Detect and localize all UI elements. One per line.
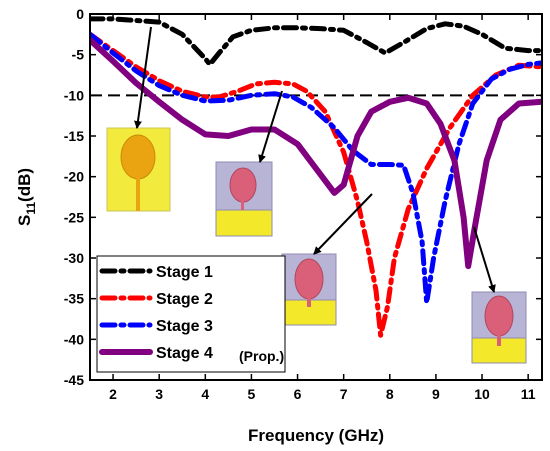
legend: Stage 1 Stage 2 Stage 3 Stage 4 (Prop.) (96, 255, 286, 373)
x-tick-label: 6 (294, 386, 302, 402)
antenna-inset-stage-1 (106, 127, 171, 212)
arrow-stage-3 (313, 193, 373, 255)
x-tick-label: 7 (340, 386, 348, 402)
y-axis-title-unit: (dB) (15, 168, 34, 202)
y-tick-label: -25 (64, 209, 84, 225)
series-layer (90, 16, 542, 338)
y-tick-label: -20 (64, 169, 84, 185)
x-tick-label: 10 (474, 386, 490, 402)
y-axis-title-main: S (15, 215, 34, 226)
antenna-inset-stage-4 (471, 291, 527, 364)
y-tick-label: -15 (64, 128, 84, 144)
x-tick-label: 11 (521, 386, 536, 402)
x-tick-label: 5 (248, 386, 256, 402)
series-line-1 (90, 16, 542, 67)
svg-text:S11(dB): S11(dB) (15, 168, 38, 226)
x-tick-label: 9 (432, 386, 440, 402)
antenna-inset-stage-2 (215, 161, 273, 237)
x-tick-label: 2 (109, 386, 117, 402)
y-tick-label: -45 (64, 372, 84, 388)
antenna-inset-stage-3 (281, 253, 337, 326)
y-tick-label: -35 (64, 291, 84, 307)
legend-label-4: Stage 4 (156, 345, 213, 362)
tick-layer: 2 3 4 5 6 7 8 9 10 11 0 -5 -10 -15 -20 -25 -30 -35 -40 -45 (64, 6, 542, 402)
legend-label-1: Stage 1 (156, 264, 213, 281)
legend-entries: Stage 1 Stage 2 Stage 3 Stage 4 (99, 264, 213, 362)
legend-label-3: Stage 3 (156, 318, 213, 335)
y-tick-label: -5 (72, 47, 85, 63)
series-line-3 (90, 31, 542, 306)
y-axis-title: S11(dB) (15, 168, 38, 226)
x-tick-label: 3 (155, 386, 163, 402)
y-tick-label: -40 (64, 331, 84, 347)
arrow-stage-2 (258, 90, 283, 163)
legend-note: (Prop.) (239, 348, 284, 364)
y-tick-label: 0 (76, 6, 84, 22)
x-tick-label: 8 (386, 386, 394, 402)
x-axis-title: Frequency (GHz) (248, 426, 384, 445)
y-tick-label: -10 (64, 87, 84, 103)
plot-frame (89, 13, 543, 381)
y-tick-label: -30 (64, 250, 84, 266)
y-axis-title-sub: 11 (24, 202, 38, 215)
series-line-2 (90, 31, 542, 338)
arrow-stage-1 (133, 26, 152, 129)
x-tick-label: 4 (201, 386, 209, 402)
legend-label-2: Stage 2 (156, 291, 213, 308)
arrow-stage-4 (473, 226, 496, 293)
series-line-4 (90, 37, 542, 270)
